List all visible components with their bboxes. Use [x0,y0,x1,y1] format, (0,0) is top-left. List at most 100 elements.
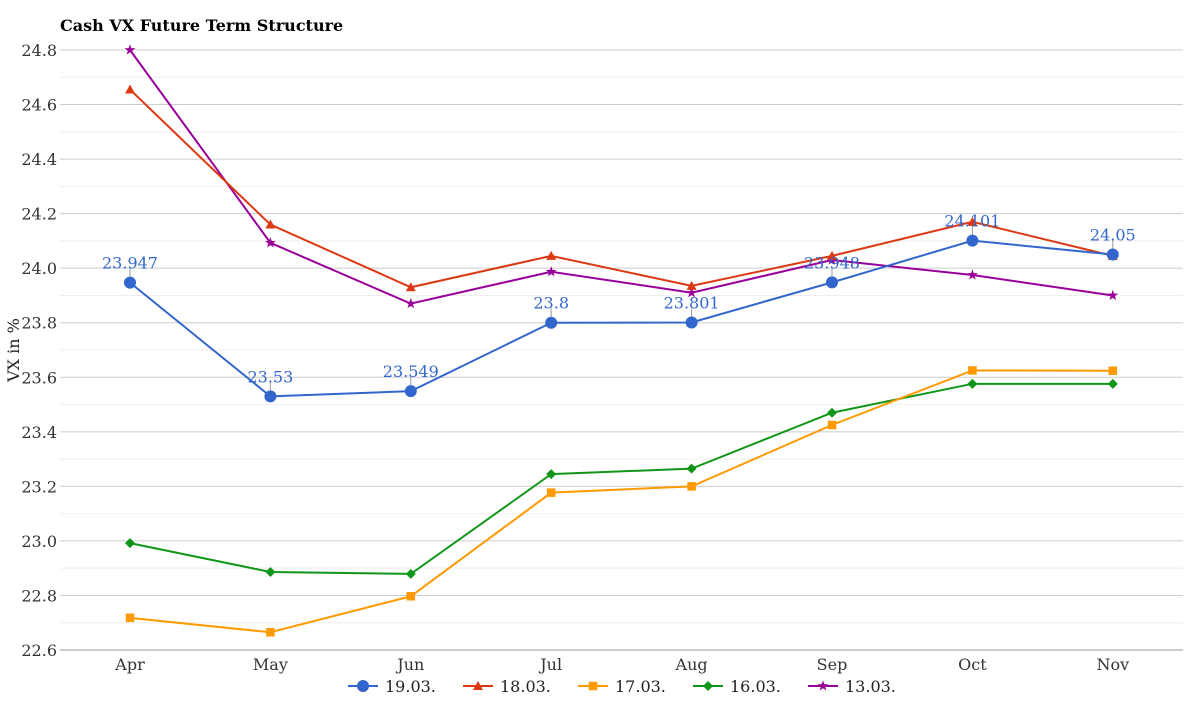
data-point [967,378,978,389]
data-point [827,420,837,430]
data-point [968,366,977,375]
y-tick-label: 23.4 [21,423,57,442]
series-line [129,88,1114,289]
legend-item[interactable]: 18.03. [463,677,551,696]
data-point [124,44,136,55]
data-label: 23.549 [383,362,439,381]
y-tick-label: 24.8 [21,41,57,60]
data-point [966,269,978,280]
data-point [686,463,697,474]
legend-item[interactable]: 16.03. [693,677,781,696]
y-tick-label: 24.4 [21,150,57,169]
data-point [404,385,417,398]
y-tick-label: 23.2 [21,477,57,496]
y-axis-label: VX in % [4,318,23,383]
data-point [546,488,556,497]
y-tick-label: 24.6 [21,96,57,115]
data-point [1108,366,1118,375]
data-point [685,316,698,329]
data-point [687,482,696,491]
data-point [266,628,275,637]
data-labels: 23.947 23.53 23.549 23.8 23.801 23.948 24.101 2… [102,212,1136,391]
data-point [125,613,135,623]
data-point [686,286,698,298]
y-axis-ticks: 22.6 22.8 23.0 23.2 23.4 23.6 23.8 24.0 24.2 24.4… [21,41,57,660]
series-0 [124,234,1119,403]
series-line [129,49,1113,305]
legend-item[interactable]: 13.03. [808,677,896,696]
x-tick-label: Oct [958,655,987,674]
series-line [129,239,1113,398]
legend-label: 18.03. [500,677,551,696]
legend-marker [817,680,829,691]
legend-marker [357,680,369,692]
data-point [264,237,276,248]
series-1 [125,84,1118,292]
data-point [827,407,837,418]
data-label: 23.801 [664,293,720,312]
data-point [686,280,697,290]
data-point [265,567,276,577]
legend-label: 19.03. [385,677,436,696]
data-label: 24.05 [1090,226,1136,245]
x-tick-label: Sep [817,655,848,674]
x-tick-label: Aug [675,655,708,674]
data-point [967,216,978,226]
series-2 [125,366,1118,637]
y-tick-label: 24.2 [21,205,57,224]
data-point [405,297,417,309]
series-layer [124,44,1119,637]
data-point [546,250,557,260]
chart-title: Cash VX Future Term Structure [60,16,343,35]
x-tick-label: Apr [114,655,145,674]
legend-marker [588,681,598,691]
data-point [826,276,838,289]
series-line [129,369,1113,634]
x-tick-label: Jun [395,655,424,674]
data-point [405,568,416,579]
data-label: 23.53 [247,367,293,386]
x-tick-label: Jul [538,655,562,674]
data-point [264,390,277,403]
legend-item[interactable]: 19.03. [348,677,436,696]
y-tick-label: 24.0 [21,259,57,278]
data-point [125,84,135,94]
series-3 [125,378,1118,579]
y-tick-label: 23.8 [21,314,57,333]
legend-marker [473,681,483,690]
x-tick-label: May [253,655,288,674]
x-tick-label: Nov [1096,655,1129,674]
legend-item[interactable]: 17.03. [578,677,666,696]
data-point [827,250,837,260]
data-point [124,276,136,289]
data-point [545,316,558,329]
y-tick-label: 23.0 [21,532,57,551]
data-point [405,282,416,292]
data-point [546,469,557,480]
data-label: 23.947 [102,254,158,273]
data-point [1107,378,1118,389]
data-point [966,234,979,247]
legend-marker [703,681,713,691]
x-axis-ticks: Apr May Jun Jul Aug Sep Oct Nov [114,655,1129,674]
data-point [545,265,557,277]
legend-label: 13.03. [845,677,896,696]
data-label: 23.8 [533,294,569,313]
data-label: 23.948 [804,253,860,272]
series-4 [124,44,1119,309]
data-point [265,219,276,229]
grid [60,49,1183,651]
data-label: 24.101 [944,212,1000,231]
y-tick-label: 22.6 [21,641,57,660]
y-tick-label: 23.6 [21,368,57,387]
legend[interactable]: 19.03. 18.03. 17.03. 16.03. 13.03. [348,677,896,696]
legend-label: 16.03. [730,677,781,696]
data-point [1107,289,1119,301]
y-tick-label: 22.8 [21,586,57,605]
series-line [129,382,1113,575]
data-point [125,538,135,549]
legend-label: 17.03. [615,677,666,696]
data-point [406,592,416,601]
data-point [1106,248,1119,261]
